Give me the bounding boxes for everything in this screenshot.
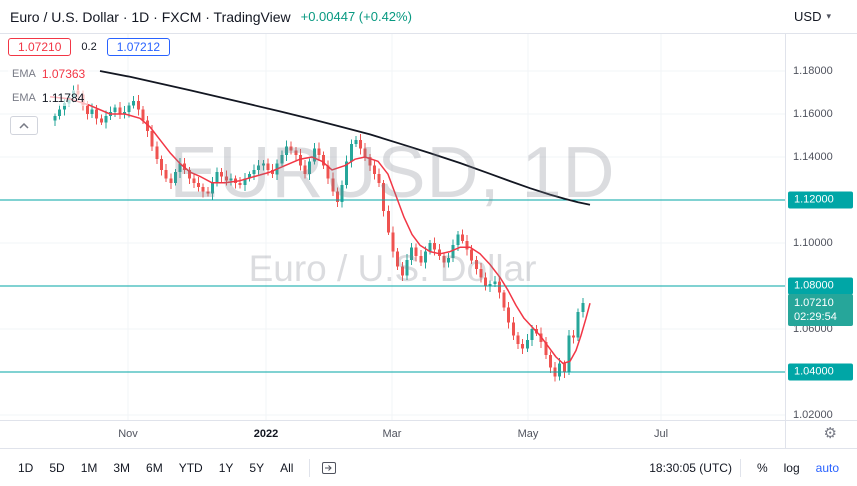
chart-area[interactable]: EURUSD, 1D Euro / U.S. Dollar 1.07210 0.… bbox=[0, 34, 785, 420]
currency-selector[interactable]: USD ▾ bbox=[794, 9, 847, 24]
ema-fast-value: 1.07363 bbox=[41, 67, 86, 81]
symbol-title[interactable]: Euro / U.S. Dollar · 1D · FXCM · Trading… bbox=[10, 8, 291, 25]
auto-scale-button[interactable]: auto bbox=[815, 460, 839, 475]
price-axis-label: 1.14000 bbox=[793, 151, 833, 163]
price-change: +0.00447 (+0.42%) bbox=[300, 9, 412, 24]
ema-fast-legend[interactable]: EMA 1.07363 bbox=[8, 66, 90, 82]
chevron-up-icon bbox=[19, 122, 29, 129]
time-axis-label: Mar bbox=[382, 428, 402, 440]
range-button-1m[interactable]: 1M bbox=[80, 460, 98, 475]
price-axis-label: 1.02000 bbox=[793, 409, 833, 421]
buy-price-button[interactable]: 1.07212 bbox=[106, 38, 171, 56]
go-to-date-icon bbox=[322, 461, 337, 474]
time-axis-label: Jul bbox=[653, 428, 669, 440]
price-axis-label: 1.10000 bbox=[793, 237, 833, 249]
range-button-1d[interactable]: 1D bbox=[18, 460, 34, 475]
range-button-all[interactable]: All bbox=[280, 460, 294, 475]
time-axis-label: 2022 bbox=[253, 428, 279, 440]
toolbar-divider bbox=[309, 458, 311, 477]
time-axis[interactable]: Nov 2022 Mar May Jul ⚙ bbox=[0, 420, 857, 448]
axis-divider bbox=[785, 34, 786, 448]
toolbar-divider bbox=[739, 458, 741, 477]
bottom-toolbar: 1D 5D 1M 3M 6M YTD 1Y 5Y All 18:30:05 (UTC) % lo… bbox=[0, 448, 857, 486]
chart-header: Euro / U.S. Dollar · 1D · FXCM · Trading… bbox=[0, 0, 857, 34]
time-axis-label: May bbox=[517, 428, 539, 440]
range-button-3m[interactable]: 3M bbox=[113, 460, 131, 475]
price-chart[interactable] bbox=[0, 34, 785, 420]
current-price-badge: 1.07210 02:29:54 bbox=[788, 294, 853, 326]
collapse-legend-button[interactable] bbox=[10, 116, 38, 135]
price-level-badge: 1.12000 bbox=[788, 191, 853, 209]
settings-gear-icon[interactable]: ⚙ bbox=[823, 425, 837, 442]
sell-price-button[interactable]: 1.07210 bbox=[8, 38, 72, 56]
spread-value: 0.2 bbox=[78, 40, 100, 54]
range-button-5y[interactable]: 5Y bbox=[249, 460, 265, 475]
currency-label: USD bbox=[794, 9, 822, 24]
price-axis-label: 1.16000 bbox=[793, 108, 833, 120]
price-axis-label: 1.18000 bbox=[793, 65, 833, 77]
ema-fast-label: EMA bbox=[12, 68, 36, 80]
time-axis-label: Nov bbox=[118, 428, 138, 440]
price-axis-label: 1.06000 bbox=[793, 323, 833, 335]
price-axis[interactable]: 1.18000 1.16000 1.14000 1.10000 1.06000 1.020… bbox=[786, 34, 857, 421]
range-button-6m[interactable]: 6M bbox=[146, 460, 163, 475]
bar-countdown: 02:29:54 bbox=[794, 311, 837, 323]
range-button-5d[interactable]: 5D bbox=[49, 460, 65, 475]
ema-slow-value: 1.11784 bbox=[41, 91, 85, 105]
current-price-value: 1.07210 bbox=[794, 297, 834, 309]
clock: 18:30:05 (UTC) bbox=[649, 460, 732, 475]
go-to-date-button[interactable] bbox=[318, 457, 340, 479]
log-scale-button[interactable]: log bbox=[783, 460, 800, 475]
ema-slow-legend[interactable]: EMA 1.11784 bbox=[8, 90, 89, 106]
order-panel: 1.07210 0.2 1.07212 bbox=[8, 38, 171, 56]
price-level-badge: 1.08000 bbox=[788, 277, 853, 295]
ema-slow-label: EMA bbox=[12, 92, 36, 104]
range-button-ytd[interactable]: YTD bbox=[178, 460, 203, 475]
price-level-badge: 1.04000 bbox=[788, 363, 853, 381]
range-button-1y[interactable]: 1Y bbox=[218, 460, 234, 475]
percent-scale-button[interactable]: % bbox=[756, 460, 768, 475]
chevron-down-icon: ▾ bbox=[826, 11, 831, 21]
date-range-buttons: 1D 5D 1M 3M 6M YTD 1Y 5Y All bbox=[10, 457, 301, 479]
